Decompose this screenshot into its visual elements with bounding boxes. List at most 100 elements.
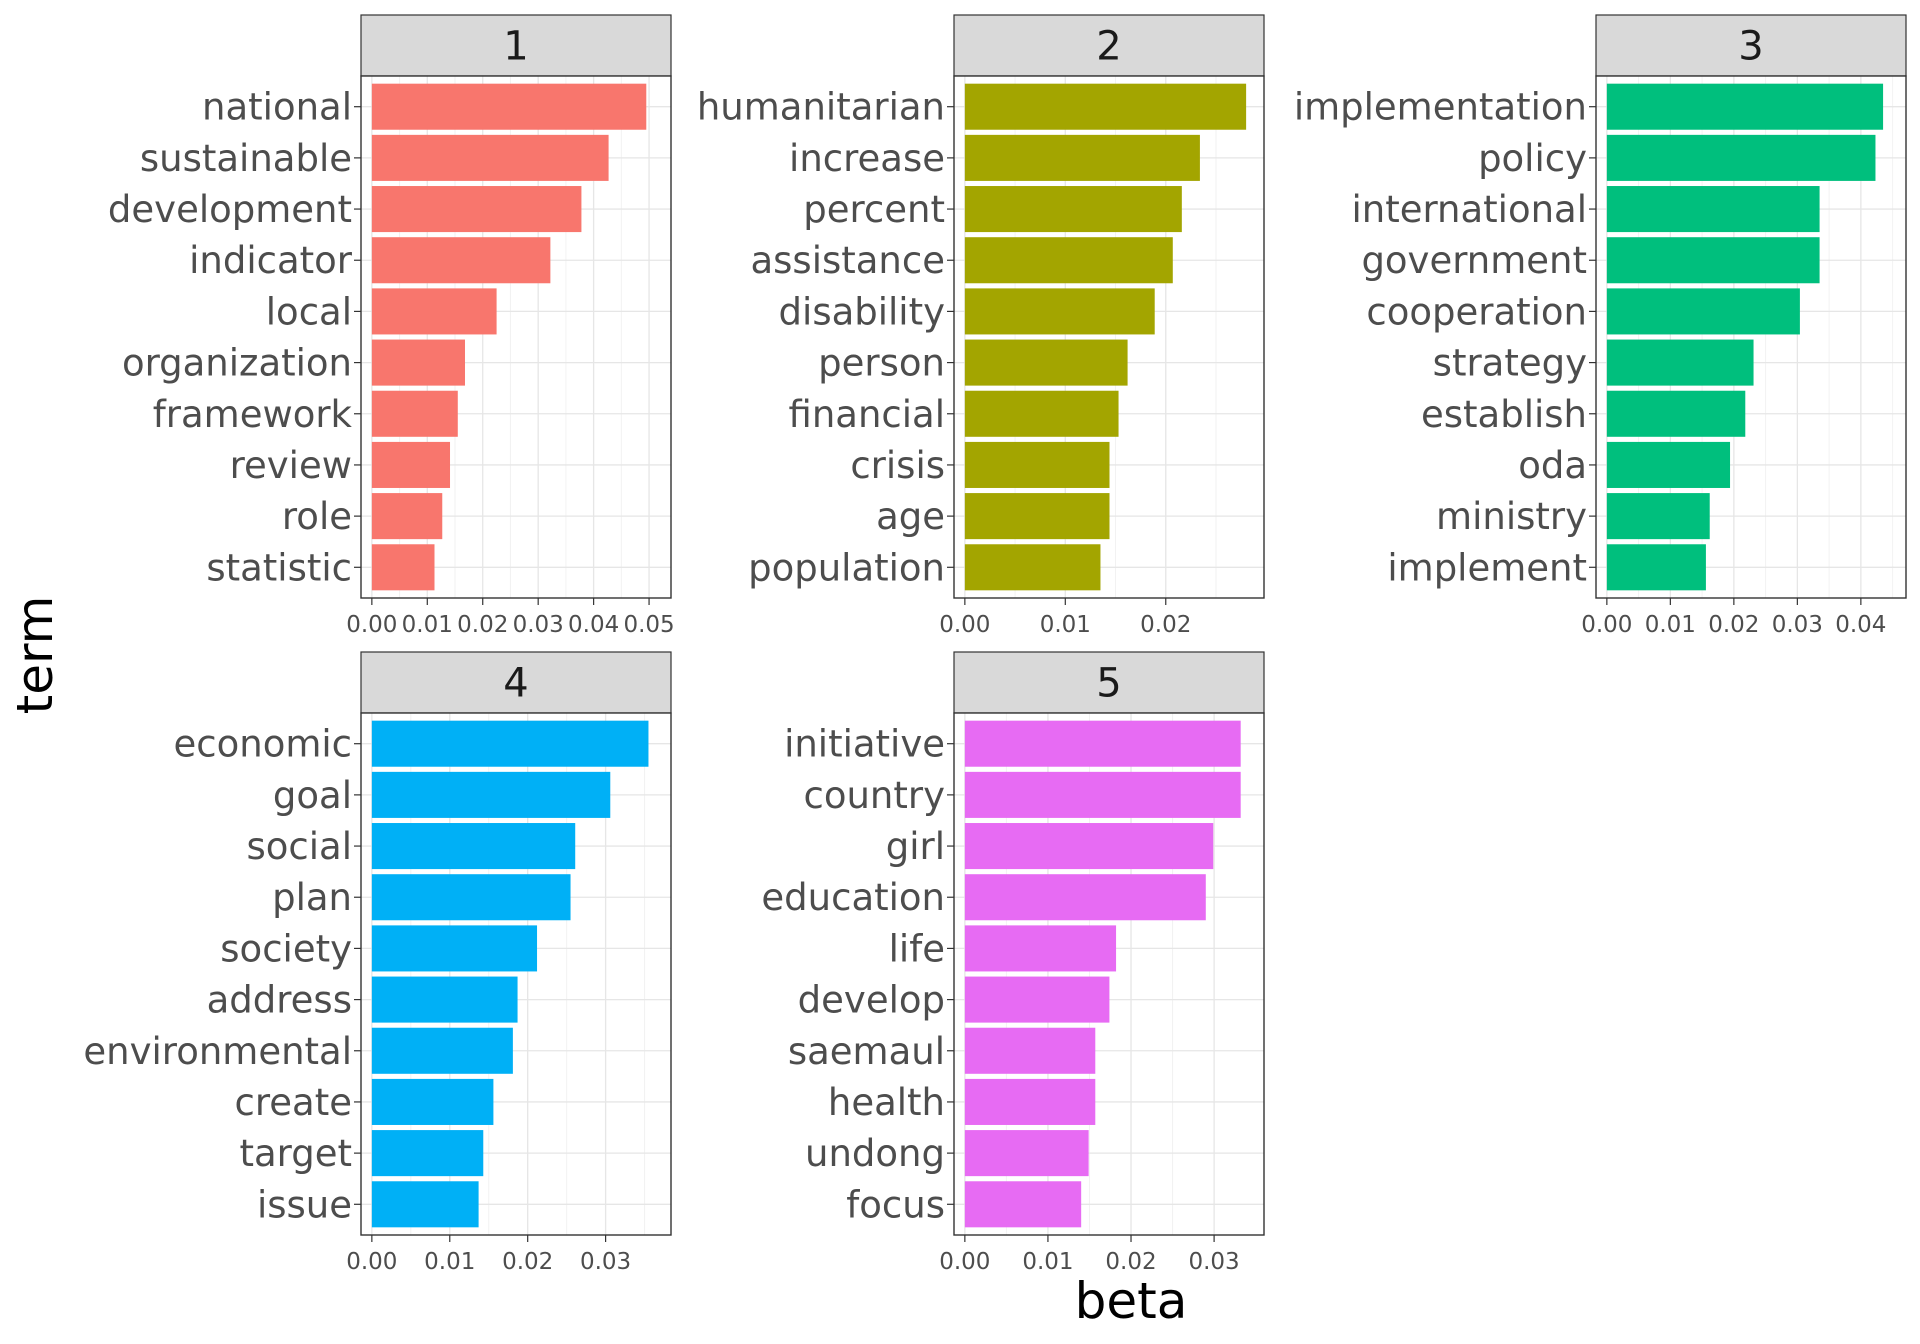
- bar-implementation: [1606, 83, 1884, 130]
- bar-plan: [371, 874, 571, 921]
- term-label-girl: girl: [886, 825, 945, 868]
- x-tick-label: 0.02: [1140, 612, 1191, 638]
- term-label-create: create: [235, 1081, 352, 1124]
- bar-implement: [1606, 544, 1706, 591]
- bar-health: [964, 1078, 1096, 1125]
- term-label-target: target: [240, 1132, 353, 1175]
- bar-saemaul: [964, 1027, 1096, 1074]
- bar-economic: [371, 720, 649, 767]
- x-tick-label: 0.02: [1105, 1249, 1156, 1275]
- facet-panel-1: 1 national sustainable development indicator…: [108, 14, 675, 638]
- facet-strip-2: [953, 14, 1265, 77]
- term-label-national: national: [202, 86, 352, 129]
- term-label-education: education: [761, 876, 945, 919]
- term-label-initiative: initiative: [784, 723, 945, 766]
- panel-border: [953, 712, 1265, 1236]
- term-label-international: international: [1351, 188, 1587, 231]
- x-tick-label: 0.00: [346, 1249, 397, 1275]
- x-tick-label: 0.00: [939, 612, 990, 638]
- bar-policy: [1606, 134, 1876, 181]
- term-label-country: country: [804, 774, 946, 817]
- term-label-develop: develop: [798, 979, 945, 1022]
- term-label-oda: oda: [1518, 444, 1587, 487]
- x-tick-label: 0.02: [502, 1249, 553, 1275]
- bar-initiative: [964, 720, 1241, 767]
- term-label-population: population: [748, 546, 945, 589]
- bar-age: [964, 493, 1110, 540]
- term-label-financial: financial: [789, 393, 945, 436]
- x-tick-label: 0.01: [1022, 1249, 1073, 1275]
- bar-role: [371, 493, 443, 540]
- facet-panel-5: 5 initiative country girl education life devel…: [761, 651, 1265, 1275]
- term-label-humanitarian: humanitarian: [697, 86, 945, 129]
- term-label-life: life: [889, 927, 945, 970]
- term-label-saemaul: saemaul: [788, 1030, 945, 1073]
- bar-education: [964, 874, 1206, 921]
- term-label-role: role: [282, 495, 352, 538]
- bar-government: [1606, 237, 1820, 284]
- x-tick-label: 0.04: [568, 612, 619, 638]
- term-label-person: person: [818, 342, 945, 385]
- bar-humanitarian: [964, 83, 1247, 130]
- facet-panels: 1 national sustainable development indicator…: [83, 14, 1907, 1275]
- term-label-percent: percent: [803, 188, 945, 231]
- x-tick-label: 0.04: [1835, 612, 1886, 638]
- bar-life: [964, 925, 1117, 972]
- x-tick-label: 0.00: [939, 1249, 990, 1275]
- bar-undong: [964, 1130, 1089, 1177]
- facet-strip-label-4: 4: [503, 661, 528, 707]
- bar-address: [371, 976, 518, 1023]
- bar-person: [964, 339, 1128, 386]
- x-tick-label: 0.00: [1581, 612, 1632, 638]
- term-label-undong: undong: [805, 1132, 945, 1175]
- bar-focus: [964, 1181, 1082, 1228]
- bar-society: [371, 925, 538, 972]
- bar-sustainable: [371, 134, 609, 181]
- x-tick-label: 0.03: [580, 1249, 631, 1275]
- term-label-policy: policy: [1478, 137, 1587, 180]
- facet-strip-label-1: 1: [503, 24, 528, 70]
- bar-national: [371, 83, 647, 130]
- x-tick-label: 0.05: [623, 612, 674, 638]
- x-tick-label: 0.01: [1040, 612, 1091, 638]
- facet-strip-1: [360, 14, 672, 77]
- bar-financial: [964, 390, 1119, 437]
- term-label-strategy: strategy: [1433, 342, 1587, 385]
- facet-panel-4: 4 economic goal social plan society address env…: [83, 651, 672, 1275]
- term-label-plan: plan: [272, 876, 352, 919]
- term-label-ministry: ministry: [1436, 495, 1587, 538]
- bar-develop: [964, 976, 1110, 1023]
- term-label-indicator: indicator: [189, 239, 353, 282]
- y-axis-title: term: [6, 596, 64, 715]
- facet-panel-3: 3 implementation policy international govern…: [1294, 14, 1907, 638]
- term-label-cooperation: cooperation: [1366, 290, 1587, 333]
- term-label-sustainable: sustainable: [140, 137, 352, 180]
- facet-strip-5: [953, 651, 1265, 714]
- panel-border: [1595, 75, 1907, 599]
- term-label-environmental: environmental: [83, 1030, 352, 1073]
- bar-target: [371, 1130, 484, 1177]
- term-label-assistance: assistance: [750, 239, 945, 282]
- bar-organization: [371, 339, 465, 386]
- term-label-development: development: [108, 188, 352, 231]
- bar-statistic: [371, 544, 435, 591]
- bar-increase: [964, 134, 1200, 181]
- term-label-local: local: [266, 290, 352, 333]
- bar-environmental: [371, 1027, 513, 1074]
- bar-development: [371, 186, 582, 233]
- term-label-implement: implement: [1387, 546, 1587, 589]
- term-label-crisis: crisis: [850, 444, 945, 487]
- term-label-health: health: [828, 1081, 945, 1124]
- term-label-statistic: statistic: [206, 546, 352, 589]
- term-label-establish: establish: [1421, 393, 1587, 436]
- bar-establish: [1606, 390, 1746, 437]
- term-label-economic: economic: [174, 723, 353, 766]
- bar-indicator: [371, 237, 551, 284]
- x-tick-label: 0.02: [1708, 612, 1759, 638]
- panel-border: [360, 712, 672, 1236]
- term-label-issue: issue: [257, 1183, 352, 1226]
- term-label-implementation: implementation: [1294, 86, 1587, 129]
- bar-create: [371, 1078, 494, 1125]
- x-tick-label: 0.01: [402, 612, 453, 638]
